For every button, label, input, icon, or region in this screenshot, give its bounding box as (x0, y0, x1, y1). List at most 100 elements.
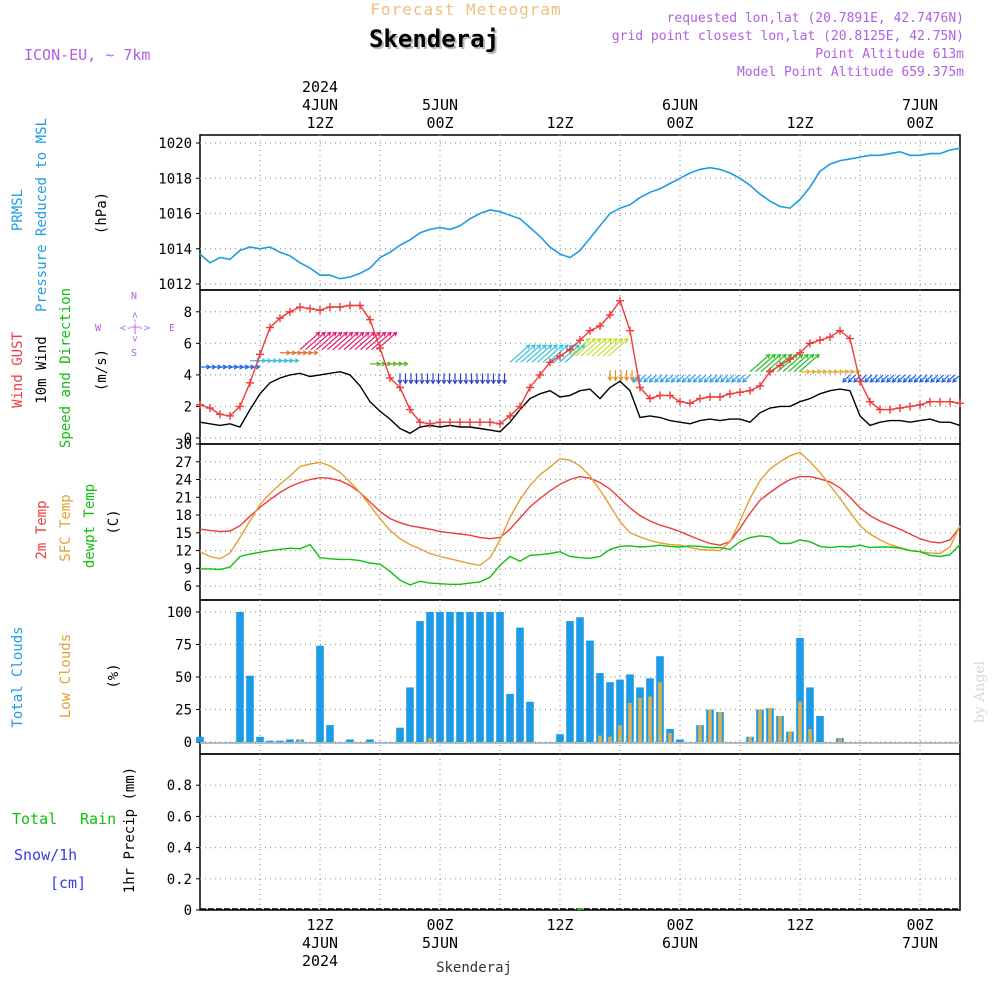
gust-marker (626, 326, 634, 335)
gust-marker (446, 418, 454, 427)
gust-marker (576, 336, 584, 345)
gust-marker (686, 399, 694, 408)
wind-direction-arrow (649, 374, 657, 383)
low-cloud-bar (838, 738, 842, 742)
total-cloud-bar (456, 612, 464, 742)
wind-direction-arrowhead (623, 376, 630, 382)
time-tick-label: 6JUN (662, 96, 698, 114)
gust-marker (256, 350, 264, 359)
gust-marker (236, 402, 244, 411)
wind-direction-arrow (343, 332, 364, 351)
wind-direction-arrowhead (457, 379, 464, 385)
prmsl-label: PRMSL (10, 189, 26, 231)
celsius-label: (C) (106, 509, 122, 534)
total-cloud-bar (526, 701, 534, 742)
y-tick-label: 1012 (158, 277, 192, 293)
wind-direction-arrowhead (585, 338, 591, 343)
sfc-temp-line (199, 451, 961, 567)
wind-direction-arrowhead (408, 379, 414, 385)
wind-direction-arrowhead (941, 377, 947, 383)
y-tick-label: 8 (184, 305, 192, 321)
gust-marker (566, 345, 574, 354)
wind-direction-arrowhead (692, 377, 698, 383)
wind-direction-arrow (853, 374, 862, 383)
wind-direction-arrow (564, 344, 585, 363)
gust-marker (826, 333, 834, 342)
total-cloud-bar (446, 612, 454, 742)
wind-direction-arrowhead (612, 376, 619, 382)
wind-direction-arrowhead (632, 377, 638, 383)
time-tick-label: 12Z (546, 916, 573, 934)
low-cloud-bar (598, 735, 602, 742)
compass-s: S (131, 348, 137, 359)
wind-direction-arrowhead (452, 379, 458, 385)
wind-direction-arrowhead (612, 338, 618, 343)
percent-label: (%) (106, 663, 122, 688)
wind-direction-arrow (671, 374, 679, 383)
wind-direction-arrow (316, 332, 337, 351)
total-cloud-bar (396, 727, 404, 742)
total-cloud-bar (476, 612, 484, 742)
wind-direction-arrow (886, 374, 895, 383)
time-tick-label: 4JUN (302, 934, 338, 952)
wind-direction-arrow (793, 354, 814, 373)
model-label: ICON-EU, ~ 7km (24, 46, 150, 64)
panel-frame (199, 289, 961, 445)
clouds-panel: 0 25 50 75 100 (167, 599, 961, 755)
wind-direction-arrow (542, 344, 563, 363)
wind-direction-arrowhead (353, 331, 359, 337)
time-tick-label: 7JUN (902, 96, 938, 114)
point-altitude: Point Altitude 613m (815, 47, 964, 62)
y-tick-label: 0.2 (167, 872, 192, 888)
y-tick-label: 1018 (158, 171, 192, 187)
total-cloud-bar (366, 739, 374, 742)
wind-direction-arrowhead (337, 331, 343, 337)
wind-direction-arrowhead (313, 350, 319, 356)
gust-marker (466, 418, 474, 427)
wind-direction-arrowhead (742, 377, 748, 383)
time-tick-label: 00Z (426, 114, 453, 132)
wind-direction-arrow (310, 332, 331, 351)
wind-direction-arrowhead (880, 377, 886, 383)
wind-direction-arrow (731, 374, 740, 383)
gust-marker (286, 307, 294, 316)
wind-direction-arrow (799, 354, 820, 373)
wind-axis-labels: Wind GUST 10m Wind Speed and Direction (… (10, 288, 175, 448)
wind-direction-arrowhead (541, 344, 547, 350)
wind-direction-arrowhead (574, 344, 580, 350)
gust-marker (716, 392, 724, 401)
low-cloud-bar (758, 709, 762, 742)
y-tick-label: 18 (175, 508, 192, 524)
sfc-label: SFC Temp (58, 494, 74, 561)
gust-marker (546, 358, 554, 367)
time-tick-label: 7JUN (902, 934, 938, 952)
cloud-axis-labels: Total Clouds Low Clouds (%) (10, 626, 122, 727)
gust-marker (856, 377, 864, 386)
gust-marker (956, 399, 964, 408)
wind-direction-arrowhead (643, 377, 649, 383)
wind-direction-arrowhead (530, 344, 536, 350)
gust-marker (846, 334, 854, 343)
wind-direction-arrowhead (709, 377, 715, 383)
wind-direction-arrowhead (446, 379, 453, 385)
gust-marker (476, 418, 484, 427)
wind-direction-arrowhead (536, 344, 542, 350)
wind-direction-arrowhead (474, 379, 480, 385)
wind-direction-arrowhead (908, 377, 914, 383)
total-cloud-bar (406, 687, 414, 742)
wind-direction-arrowhead (629, 376, 635, 382)
low-cloud-bar (608, 736, 612, 742)
wind-direction-arrowhead (659, 377, 665, 383)
gridpoint-coords: grid point closest lon,lat (20.8125E, 42… (612, 29, 964, 44)
wind-direction-arrowhead (720, 377, 726, 383)
y-tick-label: 0 (184, 735, 192, 751)
wind-direction-arrow (881, 374, 889, 383)
gust-marker (436, 418, 444, 427)
t2m-label: 2m Temp (34, 500, 50, 559)
total-cloud-bar (596, 673, 604, 742)
wind-direction-arrow (575, 338, 596, 357)
total-label: Total (12, 810, 57, 828)
wind-direction-arrowhead (847, 377, 853, 383)
low-cloud-bar (638, 697, 642, 742)
